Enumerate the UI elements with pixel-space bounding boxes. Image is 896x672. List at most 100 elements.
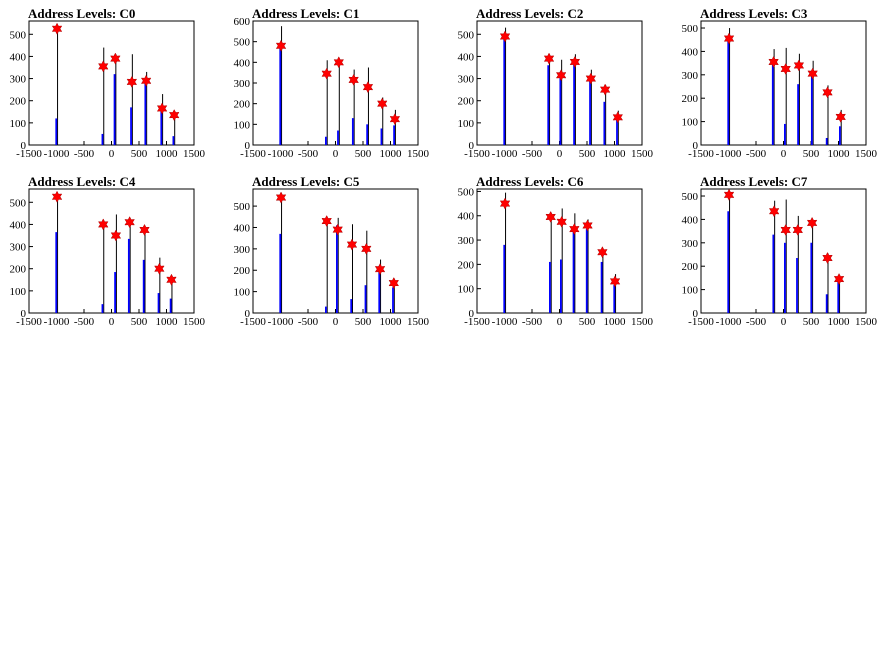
peak-marker	[768, 205, 780, 218]
y-tick-label: 100	[682, 117, 699, 129]
peak-marker	[768, 55, 779, 68]
x-tick-label: -1000	[492, 148, 518, 160]
chart-title: Address Levels: C6	[476, 174, 584, 189]
peak-marker	[780, 223, 791, 236]
peak-marker	[792, 223, 804, 236]
x-tick-label: 1500	[407, 316, 430, 328]
x-tick-label: 0	[557, 316, 563, 328]
chart-svg: Address Levels: C50100200300400500-1500-…	[234, 174, 430, 328]
peak-marker	[389, 113, 401, 126]
chart-svg: Address Levels: C60100200300400500-1500-…	[458, 174, 654, 328]
peak-marker	[275, 191, 287, 204]
chart-panel-2: Address Levels: C2 0 100 200 300 400 500 -1500-…	[448, 0, 672, 168]
chart-title: Address Levels: C3	[700, 6, 808, 21]
y-tick-label: 200	[10, 264, 27, 276]
y-tick-label: 0	[245, 140, 251, 152]
peak-marker	[793, 59, 805, 72]
peak-marker	[609, 275, 621, 288]
y-tick-label: 500	[682, 191, 699, 203]
y-tick-label: 400	[682, 46, 699, 58]
y-tick-label: 200	[682, 93, 699, 105]
peak-marker	[124, 216, 135, 229]
x-tick-label: 500	[131, 148, 148, 160]
peak-marker	[388, 277, 400, 290]
y-tick-label: 500	[458, 29, 475, 41]
peak-marker	[126, 75, 138, 88]
y-tick-label: 300	[458, 235, 475, 247]
peak-marker	[110, 52, 121, 65]
x-tick-label: 0	[333, 148, 339, 160]
y-tick-label: 100	[234, 287, 251, 299]
peak-marker	[585, 72, 597, 85]
peak-marker	[51, 22, 63, 35]
x-tick-label: 1000	[380, 148, 403, 160]
y-tick-label: 200	[234, 265, 251, 277]
peak-marker	[51, 190, 63, 203]
y-tick-label: 500	[458, 186, 475, 198]
chart-title: Address Levels: C5	[252, 174, 360, 189]
peak-marker	[599, 83, 611, 96]
peak-marker	[168, 109, 180, 122]
x-tick-label: 1500	[183, 148, 206, 160]
chart-panel-6: Address Levels: C6 0 100 200 300 400 500 -1500-…	[448, 168, 672, 336]
chart-svg: Address Levels: C1 0 100 200 300 400 500 600 -15…	[234, 6, 430, 160]
y-tick-label: 400	[682, 214, 699, 226]
peak-marker	[597, 246, 608, 259]
x-tick-label: 1000	[604, 148, 627, 160]
y-tick-label: 400	[234, 222, 251, 234]
peak-marker	[499, 197, 511, 210]
x-tick-label: 1500	[407, 148, 430, 160]
chart-svg: Address Levels: C40100200300400500-1500-…	[10, 174, 206, 328]
x-tick-label: 0	[333, 316, 339, 328]
y-tick-label: 500	[682, 23, 699, 35]
y-tick-label: 100	[682, 285, 699, 297]
chart-panel-3: Address Levels: C3 0 100 200 300 400 500 -1500-…	[672, 0, 896, 168]
chart-panel-0: Address Levels: C0 0 100 200 300 400 500 -1500-…	[0, 0, 224, 168]
y-tick-label: 500	[234, 37, 251, 49]
x-tick-label: -500	[298, 148, 319, 160]
x-tick-label: 500	[803, 316, 820, 328]
x-tick-label: 0	[781, 148, 787, 160]
x-tick-label: 500	[579, 148, 596, 160]
y-tick-label: 300	[234, 78, 251, 90]
x-tick-label: 0	[109, 316, 115, 328]
chart-panel-4: Address Levels: C4 0 100 200 300 400 500 -1500-…	[0, 168, 224, 336]
x-tick-label: 1000	[604, 316, 627, 328]
chart-svg: Address Levels: C70100200300400500-1500-…	[682, 174, 878, 328]
y-tick-label: 400	[234, 57, 251, 69]
peak-marker	[780, 62, 791, 76]
x-tick-label: 500	[355, 316, 372, 328]
y-tick-label: 300	[10, 74, 27, 86]
y-tick-label: 0	[21, 140, 27, 152]
x-tick-label: -1500	[464, 148, 490, 160]
x-tick-label: 1000	[156, 316, 179, 328]
peak-marker	[612, 111, 624, 124]
peak-marker	[156, 102, 168, 115]
x-tick-label: -1500	[688, 316, 714, 328]
peak-marker	[723, 32, 735, 45]
y-tick-label: 100	[10, 118, 27, 130]
y-tick-label: 200	[234, 99, 251, 111]
y-tick-label: 500	[10, 29, 27, 41]
x-tick-label: -500	[522, 148, 543, 160]
y-tick-label: 200	[458, 259, 475, 271]
y-tick-label: 100	[458, 118, 475, 130]
peak-marker	[807, 67, 818, 80]
x-tick-label: 1000	[156, 148, 179, 160]
y-tick-label: 400	[458, 51, 475, 63]
x-tick-label: 1500	[855, 148, 878, 160]
peak-marker	[499, 30, 511, 43]
chart-svg: Address Levels: C30100200300400500-1500-…	[682, 6, 878, 160]
y-tick-label: 0	[469, 140, 475, 152]
peak-marker	[166, 273, 177, 286]
peak-marker	[822, 251, 833, 265]
x-tick-label: -1000	[44, 148, 70, 160]
y-tick-label: 0	[469, 308, 475, 320]
chart-title: Address Levels: C2	[476, 6, 583, 21]
x-tick-label: -1500	[240, 316, 266, 328]
x-tick-label: -500	[74, 148, 95, 160]
x-tick-label: 1500	[183, 316, 206, 328]
x-tick-label: 500	[131, 316, 148, 328]
peak-marker	[362, 81, 374, 94]
x-tick-label: 1500	[631, 316, 654, 328]
